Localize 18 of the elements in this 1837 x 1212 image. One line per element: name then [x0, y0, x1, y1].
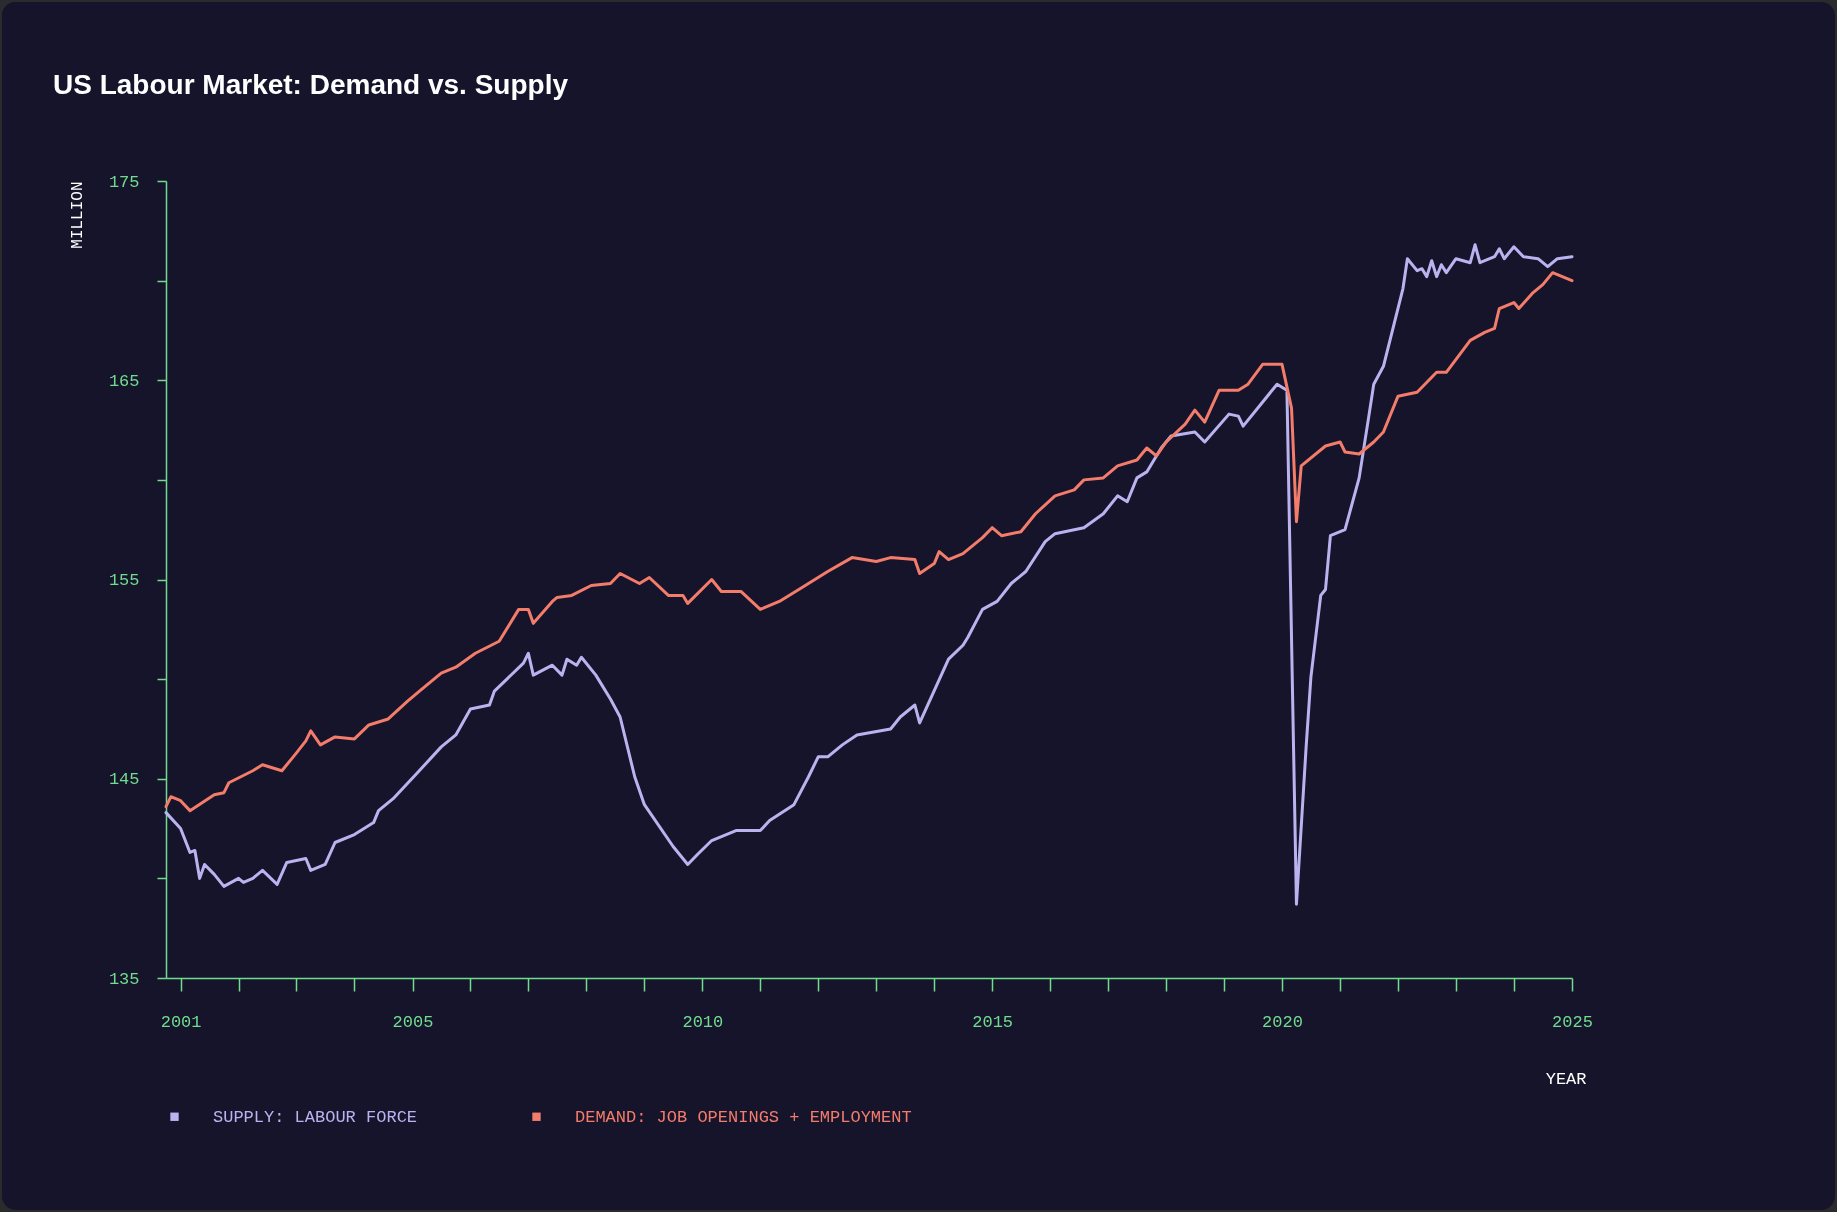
legend-label: SUPPLY: LABOUR FORCE	[213, 1107, 418, 1127]
x-tick-label: 2025	[1552, 1012, 1593, 1032]
legend-label: DEMAND: JOB OPENINGS + EMPLOYMENT	[575, 1107, 912, 1127]
x-tick-label: 2015	[972, 1012, 1014, 1032]
line-series	[164, 271, 1574, 813]
x-tick-label: 2001	[160, 1012, 202, 1032]
x-tick-label: 2005	[392, 1012, 434, 1032]
y-tick-label: 145	[108, 770, 140, 790]
y-tick-label: 155	[108, 571, 140, 590]
chart-title: US Labour Market: Demand vs. Supply	[53, 69, 569, 100]
y-axis-title: MILLION	[68, 181, 87, 249]
y-tick-label: 165	[108, 371, 140, 391]
line-series	[164, 243, 1574, 906]
y-tick-label: 135	[108, 969, 140, 989]
x-tick-label: 2010	[682, 1012, 724, 1032]
x-axis-title: YEAR	[1545, 1069, 1587, 1089]
y-tick-label: 175	[108, 172, 140, 192]
x-tick-label: 2020	[1262, 1012, 1303, 1032]
